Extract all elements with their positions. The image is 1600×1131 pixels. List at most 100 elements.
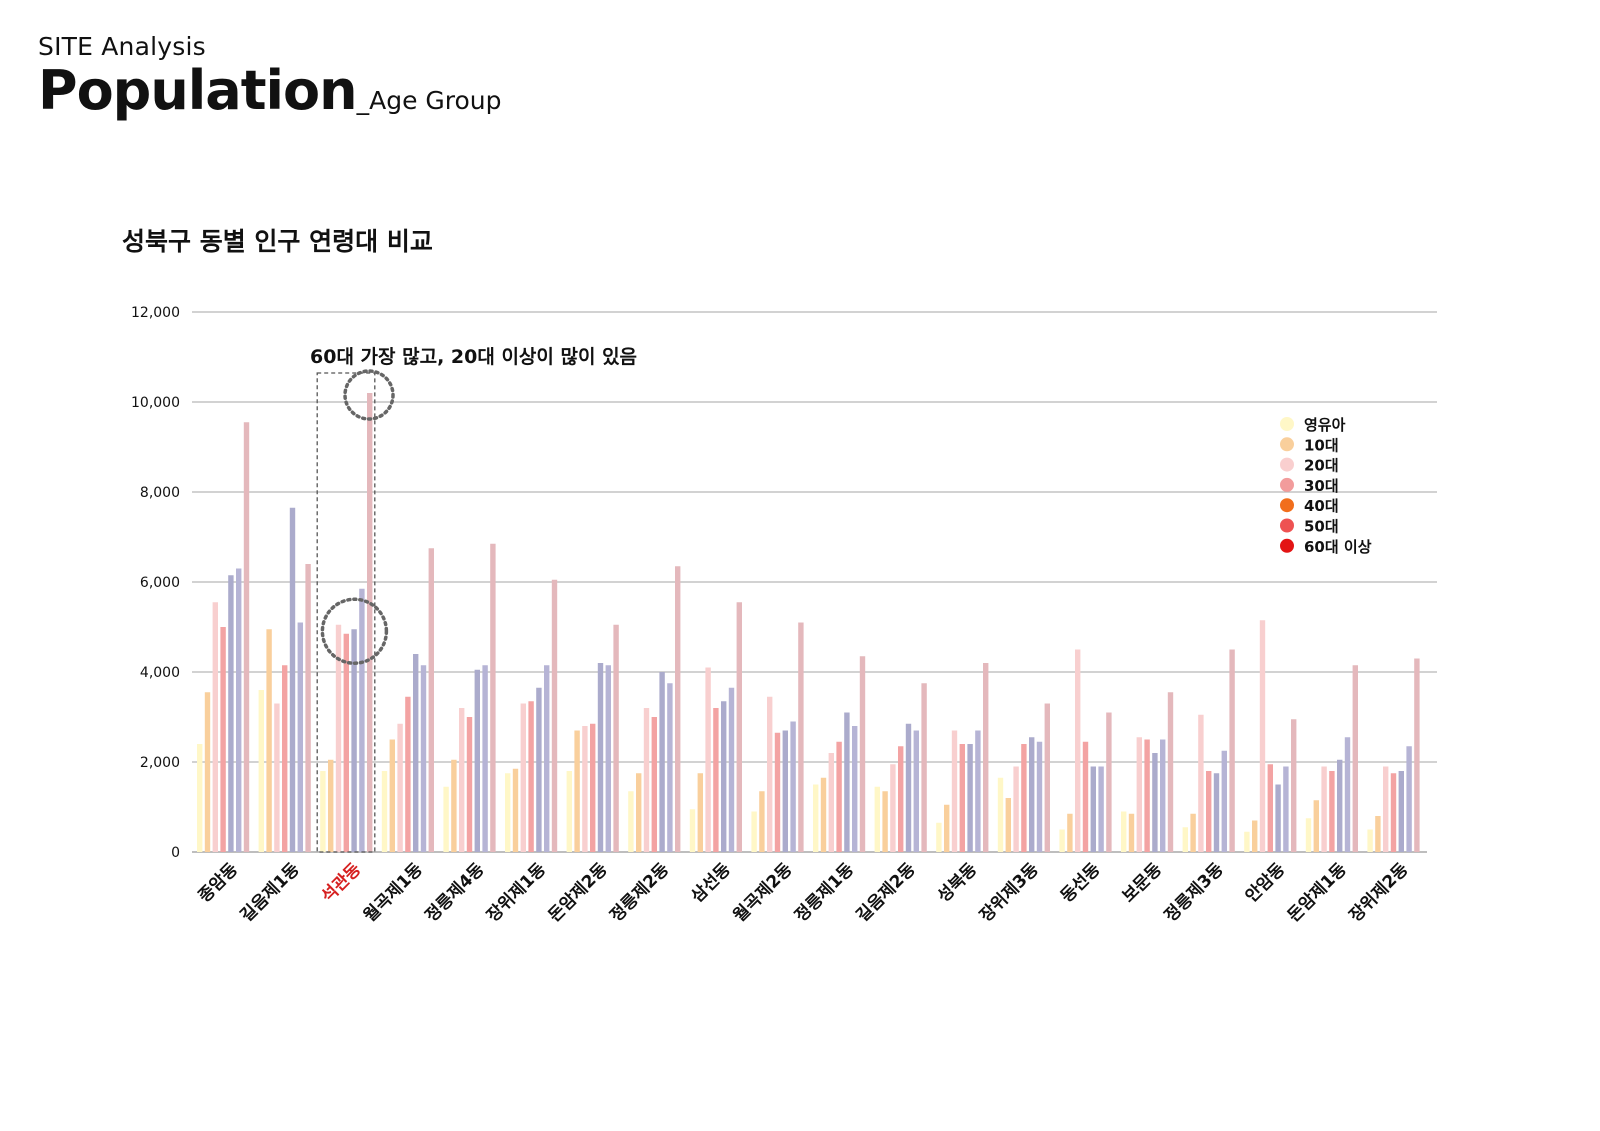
- bar: [266, 629, 272, 852]
- bar: [1198, 714, 1204, 852]
- bar: [1059, 829, 1065, 852]
- bar: [774, 732, 781, 852]
- bar: [305, 564, 311, 852]
- bar: [582, 726, 588, 852]
- x-tick-label: 정릉제4동: [422, 859, 489, 926]
- bar: [512, 768, 519, 852]
- bar: [544, 665, 550, 852]
- bar: [1075, 649, 1081, 852]
- legend-swatch: [1280, 417, 1294, 431]
- y-tick-label: 4,000: [140, 665, 180, 681]
- x-tick-label: 정릉제1동: [791, 859, 858, 926]
- x-tick-label: 안암동: [1242, 859, 1290, 907]
- bar: [905, 723, 912, 852]
- bar: [951, 730, 958, 852]
- bar: [1136, 737, 1142, 852]
- bar: [320, 771, 326, 852]
- bar: [597, 663, 604, 852]
- bar: [1375, 816, 1381, 852]
- bar: [1344, 737, 1351, 852]
- bar: [689, 809, 696, 852]
- bar: [1337, 759, 1343, 852]
- bar: [697, 773, 703, 852]
- bar: [944, 804, 950, 852]
- page-headline: Population_Age Group: [38, 59, 502, 122]
- bar: [359, 588, 365, 852]
- bar: [1098, 766, 1104, 852]
- legend-label: 20대: [1304, 457, 1339, 475]
- x-tick-label: 장위제3동: [976, 859, 1043, 926]
- x-tick-label: 길음제2동: [853, 859, 920, 926]
- bar: [882, 791, 888, 852]
- x-tick-label: 돈암제1동: [1284, 859, 1351, 926]
- bar: [636, 773, 642, 852]
- bar: [1021, 744, 1027, 852]
- annotation-text: 60대 가장 많고, 20대 이상이 많이 있음: [310, 346, 637, 368]
- bar: [389, 739, 395, 852]
- x-tick-label: 종암동: [195, 859, 243, 907]
- bar: [913, 730, 919, 852]
- bar: [282, 665, 288, 852]
- y-tick-label: 6,000: [140, 575, 180, 591]
- bar: [667, 683, 673, 852]
- bar: [1229, 649, 1235, 852]
- bar: [1013, 766, 1019, 852]
- bar: [197, 744, 203, 852]
- bar: [451, 759, 457, 852]
- x-tick-label: 돈암제2동: [545, 859, 612, 926]
- x-tick-label: 월곡제1동: [360, 859, 427, 926]
- bar: [520, 703, 526, 852]
- bar: [836, 741, 842, 852]
- bar: [936, 822, 942, 852]
- legend-label: 40대: [1304, 497, 1339, 515]
- bar: [566, 771, 572, 852]
- bar: [1144, 739, 1150, 852]
- legend-swatch: [1280, 498, 1294, 513]
- bar: [220, 627, 226, 852]
- bar: [675, 566, 681, 852]
- bar: [1275, 784, 1281, 852]
- x-tick-label: 장위제2동: [1346, 859, 1413, 926]
- bar: [1029, 737, 1035, 852]
- bar: [844, 712, 850, 852]
- y-tick-label: 12,000: [131, 305, 180, 321]
- bar: [1036, 741, 1043, 852]
- x-tick-label: 보문동: [1119, 859, 1167, 907]
- bar: [874, 786, 880, 852]
- bar: [651, 717, 657, 852]
- bar: [1206, 771, 1212, 852]
- x-tick-label: 월곡제2동: [730, 859, 797, 926]
- bar: [613, 624, 619, 852]
- bar: [705, 667, 711, 852]
- bar: [289, 507, 296, 852]
- bar: [482, 665, 488, 852]
- y-tick-label: 10,000: [131, 395, 180, 411]
- bar: [1128, 813, 1135, 852]
- bar: [1190, 813, 1196, 852]
- bar: [236, 568, 242, 852]
- x-tick-label: 삼선동: [687, 859, 735, 907]
- bar: [959, 744, 965, 852]
- bar: [420, 665, 427, 852]
- x-tick-label: 정릉제2동: [606, 859, 673, 926]
- bar: [297, 622, 303, 852]
- bar: [1267, 764, 1273, 852]
- bar: [204, 692, 211, 852]
- bar: [274, 703, 280, 852]
- bar: [335, 624, 342, 852]
- bar: [890, 764, 896, 852]
- legend-swatch: [1280, 477, 1294, 492]
- bar: [1244, 831, 1250, 852]
- legend-swatch: [1280, 538, 1294, 553]
- bar: [1291, 719, 1297, 852]
- bar: [605, 665, 611, 852]
- legend-label: 10대: [1304, 436, 1339, 454]
- bar: [381, 771, 388, 852]
- legend-swatch: [1280, 457, 1294, 472]
- bar: [405, 696, 411, 852]
- bar: [828, 753, 834, 852]
- y-tick-label: 8,000: [140, 485, 180, 501]
- highlight-circle: [343, 369, 395, 421]
- bar: [728, 687, 735, 852]
